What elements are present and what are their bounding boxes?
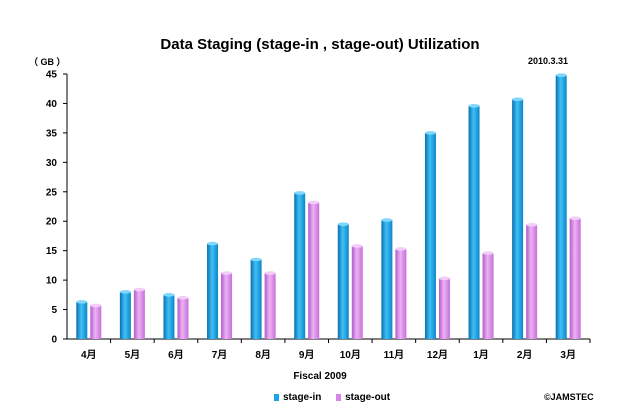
bar-cap-stage-in <box>424 131 436 135</box>
copyright-label: ©JAMSTEC <box>544 392 594 402</box>
bar-cap-stage-in <box>468 104 480 108</box>
bar-cap-stage-out <box>569 216 581 221</box>
x-tick-label: 10月 <box>340 349 361 361</box>
x-tick-label: 7月 <box>212 349 228 361</box>
y-tick-label: 25 <box>46 187 58 198</box>
legend-item-stage-in: stage-in <box>274 392 321 403</box>
x-tick-label: 1月 <box>473 349 489 361</box>
bar-cap-stage-out <box>90 303 102 308</box>
bar-stage-out <box>438 278 450 339</box>
y-tick-label: 20 <box>46 217 58 228</box>
bar-cap-stage-in <box>163 293 175 297</box>
y-tick-label: 5 <box>51 305 57 316</box>
x-tick-label: 8月 <box>255 349 271 361</box>
x-tick-label: 3月 <box>560 349 576 361</box>
legend-item-stage-out: stage-out <box>336 392 390 403</box>
bar-cap-stage-in <box>337 222 349 226</box>
bar-stage-out <box>177 297 189 339</box>
bar-stage-out <box>264 273 276 339</box>
bar-cap-stage-out <box>221 271 233 275</box>
legend-label-stage-in: stage-in <box>283 392 322 403</box>
y-tick-label: 10 <box>46 276 58 287</box>
bar-cap-stage-out <box>351 244 363 248</box>
bar-cap-stage-in <box>250 257 262 262</box>
bar-cap-stage-out <box>308 200 320 205</box>
bar-cap-stage-out <box>395 247 407 251</box>
bar-stage-in <box>207 243 219 339</box>
x-tick-label: 4月 <box>81 349 97 361</box>
bar-cap-stage-in <box>381 218 393 222</box>
legend-swatch-stage-in <box>274 394 279 401</box>
bar-stage-out <box>482 253 494 339</box>
bar-stage-out <box>395 248 407 339</box>
x-tick-label: 12月 <box>427 349 448 361</box>
y-tick-label: 35 <box>46 128 58 139</box>
bar-stage-out <box>90 305 102 339</box>
x-tick-label: 9月 <box>299 349 315 361</box>
legend-swatch-stage-out <box>336 394 342 401</box>
y-tick-label: 15 <box>46 246 58 257</box>
x-tick-label: 6月 <box>168 349 184 361</box>
legend: stage-in stage-out <box>274 392 402 404</box>
bar-stage-in <box>76 301 88 339</box>
bar-cap-stage-in <box>76 300 88 304</box>
bar-cap-stage-out <box>482 251 494 255</box>
bar-cap-stage-in <box>512 97 524 102</box>
bar-stage-in <box>250 259 262 339</box>
bar-stage-out <box>133 289 145 339</box>
bar-stage-in <box>424 132 436 339</box>
x-tick-label: 11月 <box>384 349 405 361</box>
x-tick-label: 2月 <box>517 349 533 361</box>
y-axis-unit-label: （ GB ） <box>29 57 66 67</box>
bar-stage-in <box>163 294 175 339</box>
bar-cap-stage-in <box>119 290 131 294</box>
bar-cap-stage-in <box>207 241 219 246</box>
bar-cap-stage-out <box>264 271 276 275</box>
bar-stage-in <box>468 105 480 339</box>
bar-cap-stage-in <box>555 73 567 77</box>
bar-stage-in <box>294 192 306 339</box>
bar-cap-stage-out <box>438 276 450 281</box>
bar-stage-out <box>308 202 320 339</box>
x-axis-title: Fiscal 2009 <box>293 371 347 382</box>
bar-stage-out <box>526 224 538 339</box>
legend-label-stage-out: stage-out <box>345 392 391 403</box>
bar-stage-out <box>221 273 233 339</box>
bar-cap-stage-out <box>133 287 145 292</box>
bar-cap-stage-out <box>177 295 189 300</box>
bar-stage-in <box>119 291 131 339</box>
y-tick-label: 0 <box>51 335 57 346</box>
date-label: 2010.3.31 <box>528 56 569 66</box>
bar-stage-out <box>351 245 363 339</box>
bar-stage-in <box>381 220 393 339</box>
bar-cap-stage-out <box>526 222 538 227</box>
bar-stage-out <box>569 218 581 339</box>
chart-title: Data Staging (stage-in , stage-out) Util… <box>160 36 480 53</box>
bar-stage-in <box>337 224 349 339</box>
bar-cap-stage-in <box>294 191 306 195</box>
y-tick-label: 40 <box>46 99 58 110</box>
y-tick-label: 45 <box>46 70 58 81</box>
bar-stage-in <box>555 75 567 339</box>
bar-stage-in <box>512 99 524 339</box>
y-tick-label: 30 <box>46 158 58 169</box>
x-tick-label: 5月 <box>125 349 141 361</box>
